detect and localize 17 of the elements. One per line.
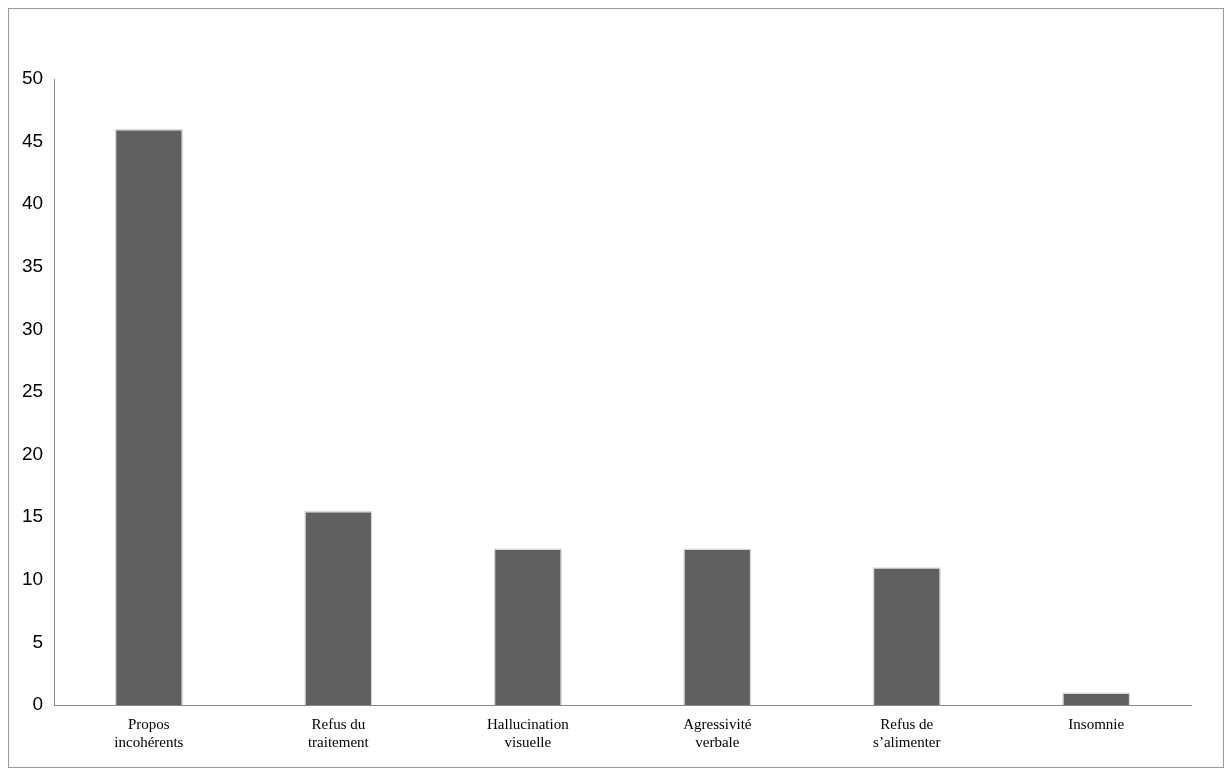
y-tick-label: 30	[21, 317, 44, 339]
y-tick-label: 15	[21, 505, 44, 527]
x-tick-label: Insomnie	[1068, 715, 1125, 732]
x-tick-label: Hallucination visuelle	[487, 715, 570, 750]
y-tick-label: 10	[21, 568, 44, 590]
x-tick-label: Refus du traitement	[307, 715, 370, 750]
x-tick-label: Propos incohérents	[114, 715, 184, 750]
x-tick-label: Refus de s’alimenter	[873, 715, 941, 750]
y-tick-label: 50	[21, 67, 44, 89]
y-tick-label: 40	[21, 192, 44, 214]
y-tick-label: 25	[21, 380, 44, 402]
x-tick-label: Agressivité verbale	[683, 715, 752, 750]
y-tick-label: 5	[32, 630, 44, 652]
y-tick-label: 45	[21, 129, 44, 151]
y-tick-label: 35	[21, 255, 44, 277]
y-tick-label: 0	[32, 693, 44, 715]
y-tick-label: 20	[21, 442, 44, 464]
